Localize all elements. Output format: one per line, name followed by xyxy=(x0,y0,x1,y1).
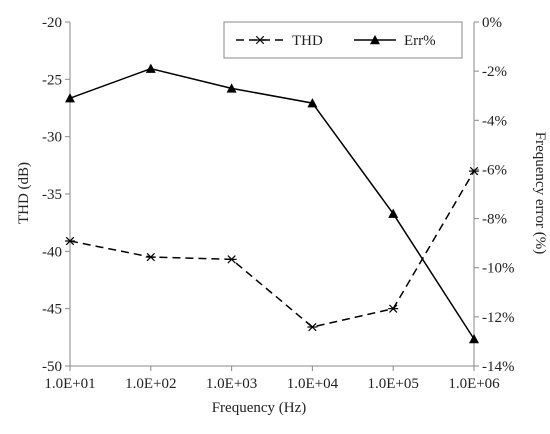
right-y-axis-title: Frequency error (%) xyxy=(532,132,548,254)
legend-err-marker xyxy=(370,35,380,45)
left-y-tick-label: -30 xyxy=(42,130,62,146)
x-tick-label: 1.0E+04 xyxy=(287,376,339,392)
right-y-ticks: 0% -2% -4% -6% -8% -10% -12% -14% xyxy=(474,15,515,375)
legend-triangle-marker xyxy=(370,35,380,45)
x-axis-title: Frequency (Hz) xyxy=(212,400,307,416)
right-y-tick-label: -14% xyxy=(482,359,515,375)
right-y-tick-label: -8% xyxy=(482,212,507,228)
right-y-tick-label: -2% xyxy=(482,64,507,80)
data-point-err xyxy=(65,93,75,103)
left-y-tick-label: -35 xyxy=(42,187,62,203)
legend-err-label: Err% xyxy=(404,33,436,49)
left-y-tick-label: -20 xyxy=(42,15,62,31)
left-y-tick-label: -50 xyxy=(42,359,62,375)
series-line-thd xyxy=(69,170,475,328)
legend-thd-marker xyxy=(255,35,265,45)
legend: THD Err% xyxy=(223,21,463,59)
data-point-thd xyxy=(388,304,399,313)
data-point-thd xyxy=(307,322,318,332)
right-y-tick-label: -12% xyxy=(482,310,515,326)
legend-asterisk-marker xyxy=(255,35,265,45)
x-tick-label: 1.0E+01 xyxy=(44,376,95,392)
right-y-tick-label: -4% xyxy=(482,113,507,129)
left-y-tick-label: -25 xyxy=(42,72,62,88)
data-point-err xyxy=(226,83,237,93)
data-point-thd xyxy=(469,166,479,176)
x-tick-label: 1.0E+03 xyxy=(206,376,257,392)
series-layer xyxy=(65,63,479,344)
right-y-tick-label: -6% xyxy=(482,162,507,178)
left-y-tick-label: -40 xyxy=(42,244,62,260)
legend-thd-label: THD xyxy=(292,33,323,49)
x-tick-label: 1.0E+02 xyxy=(125,376,176,392)
left-y-ticks: -20 -25 -30 -35 -40 -45 -50 xyxy=(42,15,70,375)
x-ticks: 1.0E+01 1.0E+02 1.0E+03 1.0E+04 1.0E+05 1.0E+… xyxy=(44,366,500,392)
left-y-tick-label: -45 xyxy=(42,302,62,318)
right-y-tick-label: -10% xyxy=(482,261,515,277)
data-point-err xyxy=(145,63,156,73)
data-point-thd xyxy=(145,252,156,262)
axes xyxy=(69,22,475,367)
data-point-thd xyxy=(226,255,237,264)
data-point-err xyxy=(388,208,399,218)
left-y-axis-title: THD (dB) xyxy=(16,162,32,224)
data-point-err xyxy=(307,98,318,108)
data-point-thd xyxy=(65,236,75,246)
series-line-err xyxy=(69,67,475,340)
x-tick-label: 1.0E+05 xyxy=(368,376,419,392)
x-tick-label: 1.0E+06 xyxy=(448,376,500,392)
data-point-err xyxy=(469,333,479,344)
right-y-tick-label: 0% xyxy=(482,15,502,31)
